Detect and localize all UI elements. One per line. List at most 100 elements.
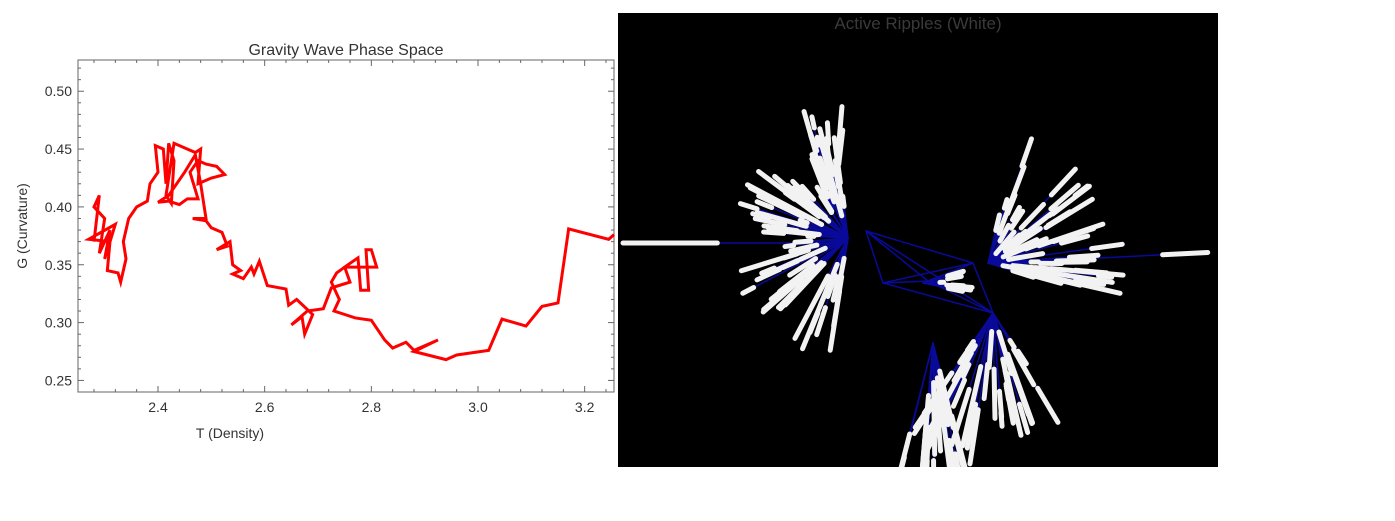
series-line — [83, 141, 615, 362]
x-tick-label: 3.0 — [468, 399, 488, 415]
ripple-segment — [756, 169, 822, 220]
ripple-segment — [807, 310, 821, 335]
ripple-segment — [1035, 385, 1061, 425]
ripple-segment — [787, 256, 819, 278]
ripple-segment — [1007, 337, 1017, 350]
ripple-segment — [814, 305, 828, 338]
ripple-segment — [967, 407, 981, 467]
ripple-segment — [996, 329, 1015, 377]
ripple-segment — [780, 258, 801, 271]
ripple-segment — [790, 178, 812, 201]
ripple-segment — [1059, 233, 1091, 246]
graph-edge — [927, 262, 974, 282]
ripple-segment — [950, 377, 968, 409]
ripple-segment — [1089, 241, 1125, 252]
ripple-segment — [740, 285, 757, 296]
ripple-segment — [738, 247, 811, 274]
ripple-segment — [1000, 356, 1011, 385]
ripple-segment — [986, 329, 995, 370]
graph-edge — [742, 237, 849, 294]
ripple-segment — [1009, 237, 1040, 254]
ripple-segment — [833, 192, 845, 219]
network-title: Active Ripples (White) — [834, 14, 1002, 33]
chart-title: Gravity Wave Phase Space — [248, 42, 443, 59]
ripple-network-graph — [618, 13, 1218, 467]
ripple-segment — [801, 109, 818, 155]
graph-edge — [865, 230, 929, 282]
ripple-segment — [951, 285, 974, 293]
graph-edge — [865, 230, 974, 264]
ripple-segment — [818, 193, 835, 216]
ripple-segment — [831, 274, 845, 329]
x-axis-label: T (Density) — [196, 425, 264, 441]
y-tick-label: 0.40 — [45, 199, 72, 215]
ripple-segment — [814, 134, 822, 148]
ripple-segment — [1001, 197, 1010, 211]
ripple-segment — [761, 229, 787, 236]
graph-edge — [972, 262, 994, 314]
ripple-segment — [1008, 208, 1026, 231]
ripple-segment — [1043, 196, 1095, 231]
ripple-segment — [836, 127, 846, 167]
ripple-segment — [768, 286, 787, 302]
ripple-segment — [759, 265, 777, 276]
ripple-segment — [1016, 401, 1031, 435]
ripple-segment — [830, 274, 842, 303]
ripple-segment — [993, 229, 1017, 257]
ripple-segment — [792, 238, 814, 245]
ripple-segment — [960, 364, 984, 449]
ripple-segment — [946, 437, 957, 467]
ripple-segment — [954, 440, 966, 467]
graph-edge — [882, 280, 929, 284]
ripple-segment — [788, 242, 820, 254]
ripple-segment — [756, 193, 806, 220]
ripple-segment — [920, 454, 926, 467]
ripple-segment — [997, 222, 1012, 244]
phase-space-chart: Gravity Wave Phase Space 2.4 2.6 2.8 3.0 3.2… — [14, 42, 615, 441]
ripple-segment — [754, 199, 775, 211]
ripple-segment — [1010, 368, 1031, 418]
ripple-segment — [957, 350, 969, 365]
x-tick-label: 2.8 — [362, 399, 382, 415]
x-tick-label: 3.2 — [575, 399, 595, 415]
ripple-segment — [840, 193, 847, 209]
ripple-segment — [1095, 273, 1115, 280]
ripple-segment — [964, 401, 979, 451]
ripple-segment — [993, 212, 1002, 233]
ripple-segment — [955, 269, 966, 276]
ripple-segment — [945, 273, 964, 282]
ripple-segment — [1160, 250, 1211, 258]
ripple-segment — [1036, 268, 1115, 285]
ripple-segment — [775, 269, 812, 301]
ripple-segment — [1048, 182, 1081, 212]
ripple-segment — [1011, 211, 1054, 246]
ripple-segment — [996, 388, 1005, 420]
ripple-segment — [898, 431, 913, 467]
ripple-segment — [932, 401, 940, 438]
graph-edge — [882, 282, 994, 314]
ripple-segment — [960, 362, 972, 379]
y-tick-label: 0.35 — [45, 257, 72, 273]
y-axis-label: G (Curvature) — [14, 183, 30, 269]
ripple-segment — [951, 422, 962, 447]
ripple-segment — [964, 338, 976, 353]
graph-edge — [882, 262, 974, 284]
ripple-segment — [1048, 166, 1078, 198]
ripple-segment — [970, 343, 978, 352]
ripple-segment — [1036, 221, 1106, 249]
ripple-segment — [938, 381, 951, 428]
x-tick-label: 2.6 — [255, 399, 275, 415]
ripple-segment — [1073, 276, 1107, 287]
ripple-segment — [747, 185, 768, 198]
y-tick-label: 0.30 — [45, 315, 72, 331]
ripple-segment — [1011, 346, 1037, 388]
ripple-segment — [1048, 266, 1126, 278]
ripple-segment — [1003, 381, 1016, 426]
ripple-segment — [752, 216, 788, 228]
ripple-segment — [1017, 265, 1036, 273]
ripple-segment — [777, 269, 819, 312]
graph-edges — [622, 105, 1209, 467]
ripple-segment — [938, 397, 952, 467]
ripple-segment — [1009, 204, 1022, 223]
ripple-segment — [1050, 183, 1092, 217]
